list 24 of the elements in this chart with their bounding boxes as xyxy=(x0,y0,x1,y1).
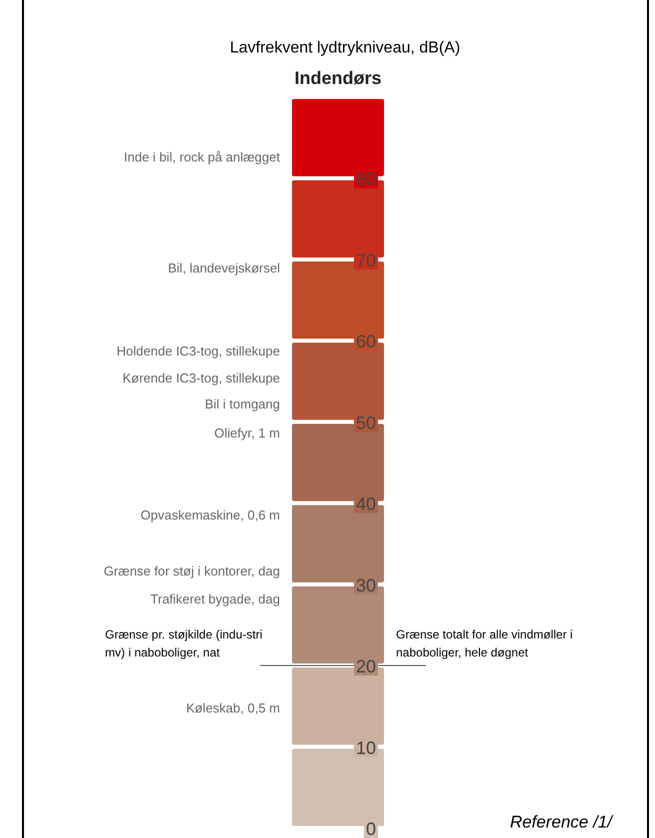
text: Grænse for støj i kontorer, dag xyxy=(104,564,280,578)
y-tick-label: 40 xyxy=(356,494,376,514)
chart-title: Lavfrekvent lydtrykniveau, dB(A) xyxy=(230,40,460,56)
y-tick-label: 0 xyxy=(366,819,376,838)
text: Bil i tomgang xyxy=(204,396,280,412)
text: Kørende IC3-tog, stillekupe xyxy=(122,370,280,386)
y-tick-label: 10 xyxy=(356,738,376,758)
x-tick-label: Indendørs xyxy=(294,68,382,88)
ref-line-label: Grænse pr. støjkilde (indu-stri mv) i naboboliger, nat xyxy=(105,628,266,660)
y-tick-label: 60 xyxy=(356,332,376,352)
y-tick-label: 80 xyxy=(356,169,376,190)
text: Reference /1/ xyxy=(510,812,614,832)
text: Opvaskemaskine, 0,6 m xyxy=(140,508,280,522)
y-tick-label: 20 xyxy=(356,656,376,677)
y-tick-label: 70 xyxy=(356,250,376,270)
text: Oliefyr, 1 m xyxy=(214,426,280,440)
text: Køleskab, 0,5 m xyxy=(186,700,280,716)
text: Inde i bil, rock på anlægget xyxy=(124,150,280,164)
y-tick-label: 50 xyxy=(356,412,376,433)
text: Bil, landevejskørsel xyxy=(168,260,280,276)
text: Grænse totalt for alle vindmøller i naboboliger, hele døgnet xyxy=(396,628,576,660)
text: Holdende IC3-tog, stillekupe xyxy=(116,344,280,358)
y-tick-label: 30 xyxy=(356,575,376,596)
text: Trafikeret bygade, dag xyxy=(150,592,280,606)
